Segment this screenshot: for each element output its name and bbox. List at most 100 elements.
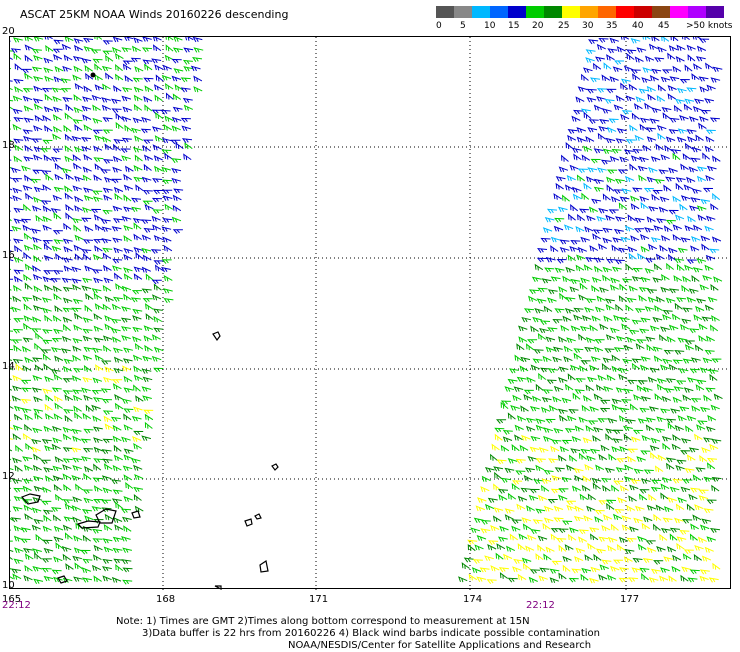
wind-barb — [64, 185, 73, 193]
wind-barb — [589, 245, 599, 252]
wind-barb — [668, 363, 678, 371]
wind-barb — [557, 206, 568, 213]
wind-barb — [639, 123, 648, 131]
wind-barb — [135, 252, 144, 260]
wind-barb — [596, 96, 606, 102]
wind-barb — [665, 136, 676, 143]
wind-barb — [520, 356, 531, 363]
wind-barb — [162, 137, 172, 144]
wind-barb — [40, 459, 51, 465]
wind-barb — [90, 49, 101, 55]
wind-barb — [592, 482, 601, 490]
wind-barb — [601, 108, 612, 114]
wind-barb — [153, 346, 164, 353]
wind-barb — [83, 187, 93, 193]
wind-barb — [75, 483, 84, 491]
wind-barb — [14, 86, 24, 93]
wind-barb — [547, 327, 558, 333]
wind-barb — [132, 147, 143, 153]
wind-barb — [83, 85, 92, 93]
wind-barb — [690, 357, 701, 363]
wind-barb — [144, 303, 154, 310]
wind-barb — [606, 184, 615, 192]
wind-barb — [122, 358, 133, 364]
wind-barb — [123, 235, 132, 242]
wind-barb — [526, 505, 535, 512]
wind-barb — [705, 335, 715, 342]
wind-barb — [688, 447, 699, 453]
wind-barb — [33, 518, 44, 525]
wind-barb — [507, 492, 517, 500]
wind-barb — [83, 346, 94, 352]
wind-barb — [602, 484, 611, 492]
wind-barb — [32, 273, 43, 281]
wind-barb — [681, 438, 691, 444]
wind-barb — [624, 464, 634, 471]
wind-barb — [82, 174, 92, 182]
wind-barb — [11, 177, 22, 183]
wind-barb — [72, 464, 82, 471]
wind-barb — [22, 548, 33, 554]
wind-barb — [164, 115, 174, 122]
wind-barb — [165, 92, 174, 100]
wind-barb — [10, 567, 12, 570]
wind-barb — [24, 564, 33, 572]
wind-barb — [102, 438, 113, 444]
wind-barb — [672, 233, 682, 241]
wind-barb — [141, 176, 152, 183]
wind-barb — [712, 155, 721, 163]
wind-barb — [640, 276, 651, 283]
wind-barb — [53, 270, 64, 275]
wind-barb — [193, 75, 203, 83]
wind-barb — [144, 413, 154, 421]
wind-barb — [181, 138, 193, 144]
wind-barb — [43, 67, 53, 73]
wind-barb — [667, 52, 676, 60]
wind-barb — [51, 245, 62, 252]
wind-barb — [673, 517, 684, 524]
wind-barb — [636, 456, 646, 462]
wind-barb — [620, 236, 631, 243]
wind-barb — [32, 357, 43, 363]
wind-barb — [484, 503, 495, 511]
wind-barb — [579, 282, 588, 290]
wind-barb — [10, 40, 11, 42]
wind-barb — [123, 408, 134, 414]
wind-barb — [111, 303, 121, 311]
wind-barb — [13, 269, 24, 275]
wind-barb — [672, 195, 681, 203]
wind-barb — [54, 402, 63, 410]
wind-barb — [71, 447, 82, 453]
wind-barb — [11, 395, 21, 402]
wind-barb — [687, 215, 696, 223]
wind-barb — [619, 446, 629, 452]
wind-barb — [640, 478, 651, 484]
wind-barb — [132, 326, 143, 333]
wind-barb — [44, 125, 53, 132]
wind-barb — [646, 176, 657, 183]
scale-label: 15 — [508, 21, 520, 31]
wind-barb — [668, 288, 680, 294]
wind-barb — [112, 155, 123, 163]
wind-barb — [638, 287, 649, 293]
wind-barb — [682, 37, 690, 41]
wind-barb — [663, 225, 673, 232]
wind-barb — [626, 336, 636, 343]
wind-barb — [161, 74, 172, 81]
wind-barb — [645, 424, 655, 431]
wind-barb — [551, 475, 562, 481]
wind-barb — [142, 189, 153, 195]
scale-swatch — [526, 6, 544, 18]
wind-barb — [661, 435, 672, 442]
wind-barb — [555, 176, 566, 182]
wind-barb — [61, 277, 72, 283]
wind-barb — [704, 304, 714, 311]
wind-barb — [507, 412, 516, 420]
wind-barb — [104, 315, 114, 322]
wind-barb — [511, 483, 520, 490]
wind-barb — [153, 234, 164, 242]
wind-barb — [626, 297, 637, 303]
note-line-2: 3)Data buffer is 22 hrs from 20160226 4)… — [142, 628, 600, 639]
wind-barb — [636, 47, 647, 53]
wind-barb — [586, 176, 596, 183]
